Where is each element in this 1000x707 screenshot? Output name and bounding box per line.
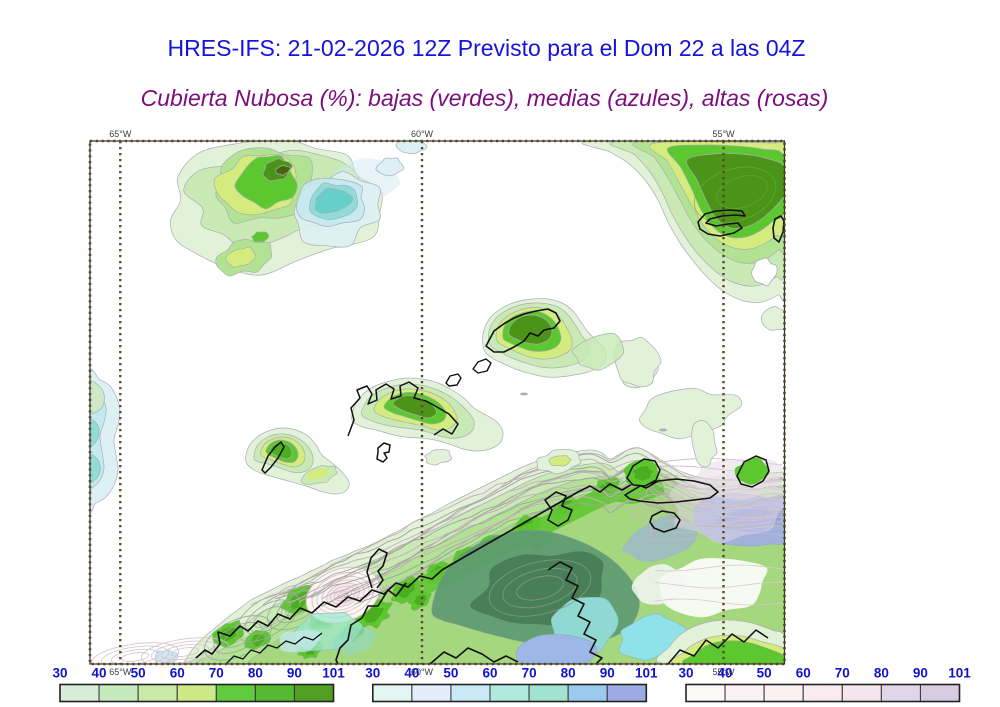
svg-text:80: 80 (874, 666, 889, 681)
svg-text:65°W: 65°W (109, 667, 132, 677)
svg-text:55°W: 55°W (712, 667, 735, 677)
svg-text:101: 101 (635, 666, 658, 681)
svg-text:50: 50 (443, 666, 458, 681)
svg-text:40: 40 (92, 666, 107, 681)
svg-text:30: 30 (52, 666, 67, 681)
svg-text:80: 80 (248, 666, 263, 681)
svg-text:60: 60 (482, 666, 497, 681)
svg-text:90: 90 (287, 666, 302, 681)
svg-text:55°W: 55°W (712, 129, 735, 139)
svg-text:40: 40 (718, 666, 733, 681)
svg-text:101: 101 (322, 666, 345, 681)
svg-text:30: 30 (678, 666, 693, 681)
svg-text:80: 80 (561, 666, 576, 681)
svg-text:60: 60 (796, 666, 811, 681)
svg-text:65°W: 65°W (109, 129, 132, 139)
svg-text:90: 90 (913, 666, 928, 681)
svg-text:70: 70 (209, 666, 224, 681)
svg-text:70: 70 (835, 666, 850, 681)
svg-text:60: 60 (170, 666, 185, 681)
svg-text:101: 101 (948, 666, 971, 681)
svg-text:50: 50 (131, 666, 146, 681)
svg-text:70: 70 (522, 666, 537, 681)
svg-text:90: 90 (600, 666, 615, 681)
svg-text:30: 30 (365, 666, 380, 681)
svg-text:50: 50 (757, 666, 772, 681)
svg-text:60°W: 60°W (411, 667, 434, 677)
svg-text:40: 40 (404, 666, 419, 681)
svg-text:60°W: 60°W (411, 129, 434, 139)
